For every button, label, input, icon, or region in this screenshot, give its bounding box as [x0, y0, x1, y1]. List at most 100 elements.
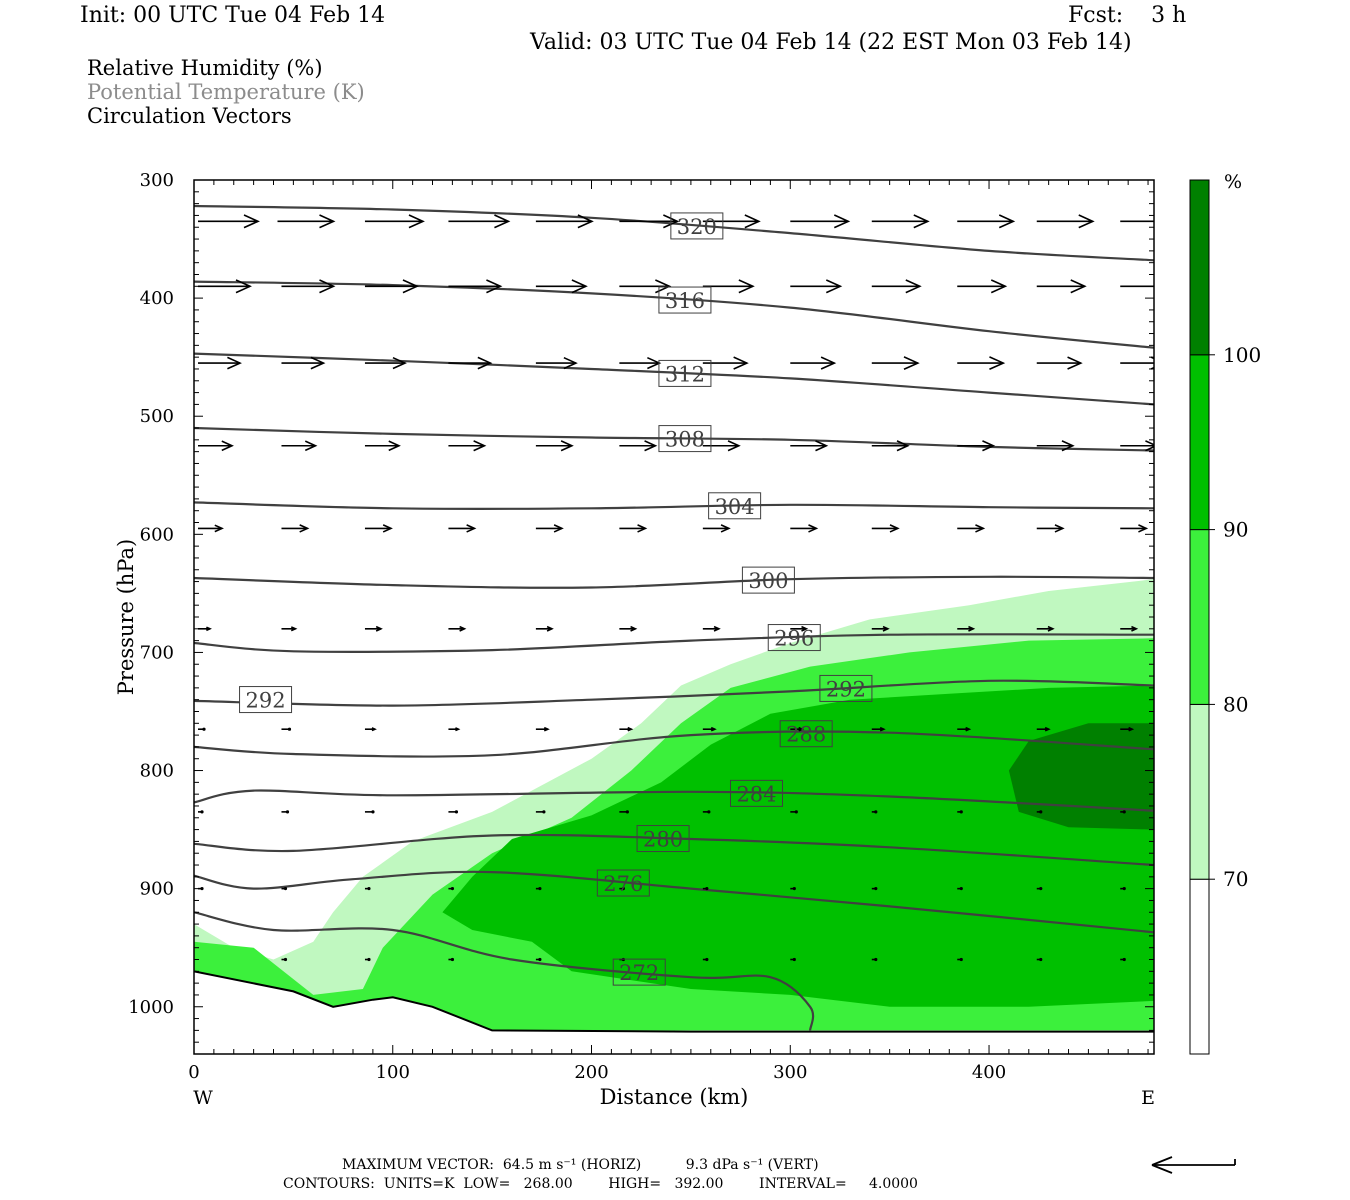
isentrope-label-280: 280	[636, 825, 690, 853]
vector-head	[473, 440, 487, 452]
isentrope-label-text: 292	[246, 689, 286, 713]
circulation-vector	[871, 279, 922, 294]
circulation-vector	[198, 356, 242, 370]
circulation-vector	[1036, 356, 1083, 370]
isentrope-label-text: 312	[665, 362, 705, 386]
circulation-vector	[364, 279, 419, 294]
circulation-vector	[1120, 726, 1135, 732]
vector-head	[1122, 957, 1126, 962]
vector-head	[874, 957, 878, 962]
vector-head	[408, 214, 425, 229]
x-tick-label: 400	[972, 1062, 1006, 1083]
circulation-vector	[448, 440, 487, 452]
circulation-vector	[198, 810, 204, 814]
field-label-rh: Relative Humidity (%)	[87, 56, 323, 80]
circulation-vector	[1036, 279, 1087, 294]
vector-head	[975, 524, 986, 533]
vector-head	[543, 726, 550, 732]
circulation-vector	[198, 214, 260, 229]
vector-head	[235, 279, 252, 294]
vector-head	[310, 356, 326, 370]
vector-head	[571, 279, 588, 294]
vector-head	[206, 626, 212, 632]
vector-head	[214, 524, 224, 533]
isentrope-label-292-west: 292	[239, 686, 293, 714]
vector-head	[459, 625, 467, 632]
vector-head	[402, 279, 419, 294]
circulation-vector	[1120, 625, 1139, 632]
vector-head	[375, 625, 383, 632]
circulation-vector	[198, 440, 234, 452]
vector-head	[1122, 887, 1126, 891]
circulation-vector	[957, 810, 963, 814]
circulation-vector	[702, 356, 749, 370]
isentrope-label-text: 308	[665, 428, 705, 452]
vector-head	[560, 440, 574, 452]
vector-head	[542, 810, 546, 814]
vector-head	[625, 810, 629, 814]
vector-head	[304, 440, 318, 452]
circulation-vector	[871, 625, 890, 632]
colorbar-swatch	[1189, 354, 1210, 531]
circulation-vector	[957, 524, 986, 533]
vector-head	[1039, 810, 1043, 814]
isentrope-line-284	[194, 789, 1154, 812]
circulation-vector	[871, 887, 878, 891]
circulation-vector	[281, 810, 290, 814]
vector-head	[388, 440, 401, 452]
isentrope-line-280	[194, 833, 1154, 867]
vector-head	[285, 810, 290, 814]
y-tick-label: 600	[140, 524, 174, 545]
circulation-vector	[702, 440, 741, 452]
circulation-vector	[871, 440, 910, 452]
circulation-vector	[1036, 957, 1043, 962]
vector-head	[563, 356, 578, 370]
vector-head	[720, 524, 731, 533]
circulation-vector	[1036, 625, 1055, 632]
vector-head	[998, 214, 1016, 229]
circulation-vector	[619, 440, 658, 452]
colorbar-label: 100	[1223, 343, 1261, 367]
circulation-vector	[790, 625, 809, 632]
vector-head	[713, 625, 721, 632]
circulation-vector	[619, 726, 634, 732]
circulation-vector	[535, 810, 546, 814]
rh-region-100	[1008, 723, 1154, 830]
isentrope-line-304	[194, 501, 1154, 511]
isentrope-label-316: 316	[658, 286, 712, 314]
isentrope-label-box	[658, 359, 712, 387]
circulation-vector	[448, 810, 459, 814]
isentrope-label-300: 300	[741, 566, 795, 594]
vector-head	[889, 524, 900, 533]
circulation-vector	[448, 214, 511, 229]
circulation-vector	[1120, 887, 1126, 891]
isentrope-label-276: 276	[596, 869, 650, 897]
isentrope-line-300	[194, 575, 1154, 589]
circulation-vector	[1036, 887, 1043, 891]
vector-head	[792, 957, 796, 962]
circulation-vector	[198, 727, 206, 731]
vector-head	[538, 887, 542, 891]
circulation-vector	[957, 440, 996, 452]
vector-head	[744, 214, 761, 229]
circulation-vector	[790, 887, 796, 891]
isentrope-label-box	[658, 425, 712, 453]
isentrope-label-text: 292	[826, 677, 866, 701]
vector-head	[221, 440, 234, 452]
circulation-vector	[619, 810, 629, 814]
circulation-vector	[1036, 726, 1051, 732]
y-tick-label: 500	[140, 406, 174, 427]
vector-head	[477, 356, 493, 370]
circulation-vector	[535, 625, 554, 632]
vector-head	[903, 356, 920, 371]
vector-head	[319, 279, 336, 294]
circulation-vector	[448, 887, 455, 891]
isentrope-label-text: 288	[786, 723, 826, 747]
circulation-vector	[619, 214, 680, 229]
x-tick-label: 100	[376, 1062, 410, 1083]
colorbar-swatch	[1189, 703, 1210, 880]
circulation-vector	[281, 440, 318, 452]
isentrope-line-316	[194, 280, 1154, 349]
colorbar-swatch	[1189, 878, 1210, 1055]
y-tick-label: 1000	[128, 997, 174, 1018]
